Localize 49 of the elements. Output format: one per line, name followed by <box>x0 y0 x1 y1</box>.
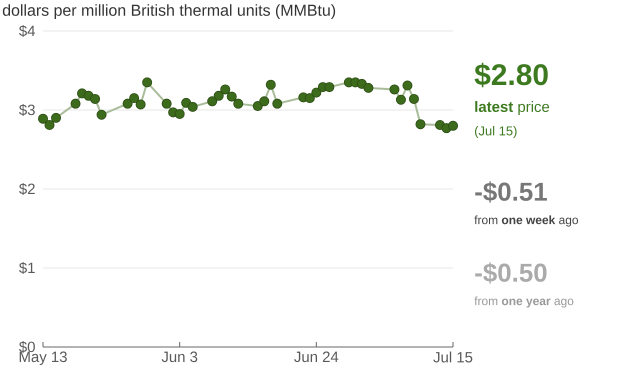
point <box>220 84 230 94</box>
point <box>214 90 224 101</box>
text: (Jul 15) <box>475 126 517 138</box>
text: $2.80 <box>474 62 548 88</box>
point <box>259 96 270 106</box>
point <box>402 80 412 91</box>
y-tick-label: $2 <box>19 182 35 196</box>
point <box>129 93 140 104</box>
x-tick-label: Jun 3 <box>162 352 198 362</box>
text: -$0.50 <box>475 262 547 284</box>
x-tick-label: Jul 15 <box>433 352 472 362</box>
x-tick-label: May 13 <box>20 352 67 366</box>
point <box>38 114 48 124</box>
point <box>272 98 282 109</box>
point <box>311 88 322 98</box>
point <box>266 80 276 90</box>
point <box>252 101 263 112</box>
point <box>207 96 218 106</box>
point <box>51 112 62 123</box>
chart-title: dollars per million British thermal units (MMBtu) <box>2 4 336 20</box>
point <box>142 77 152 88</box>
y-tick-label: $3 <box>19 104 35 116</box>
x-tick-label: Jun 24 <box>294 352 338 362</box>
text: from one year ago <box>474 296 574 308</box>
point <box>324 82 334 92</box>
y-tick-label: $4 <box>19 24 36 38</box>
point <box>226 92 237 102</box>
point <box>363 82 374 93</box>
point <box>174 108 185 119</box>
point <box>90 94 100 104</box>
point <box>415 119 426 130</box>
text: from one week ago <box>474 215 578 227</box>
y-tick-label: $1 <box>19 262 35 274</box>
point <box>408 94 419 104</box>
point <box>136 99 146 110</box>
point <box>122 98 133 109</box>
point <box>70 98 81 109</box>
point <box>396 94 406 105</box>
point <box>188 102 198 112</box>
y-tick-label: $0 <box>19 340 35 354</box>
point <box>162 98 172 109</box>
text: -$0.51 <box>475 181 547 203</box>
point <box>233 98 244 109</box>
point <box>96 110 107 120</box>
point <box>304 93 315 104</box>
text: latest price <box>475 101 550 115</box>
point <box>44 120 55 130</box>
point <box>448 120 458 131</box>
point <box>389 84 400 94</box>
